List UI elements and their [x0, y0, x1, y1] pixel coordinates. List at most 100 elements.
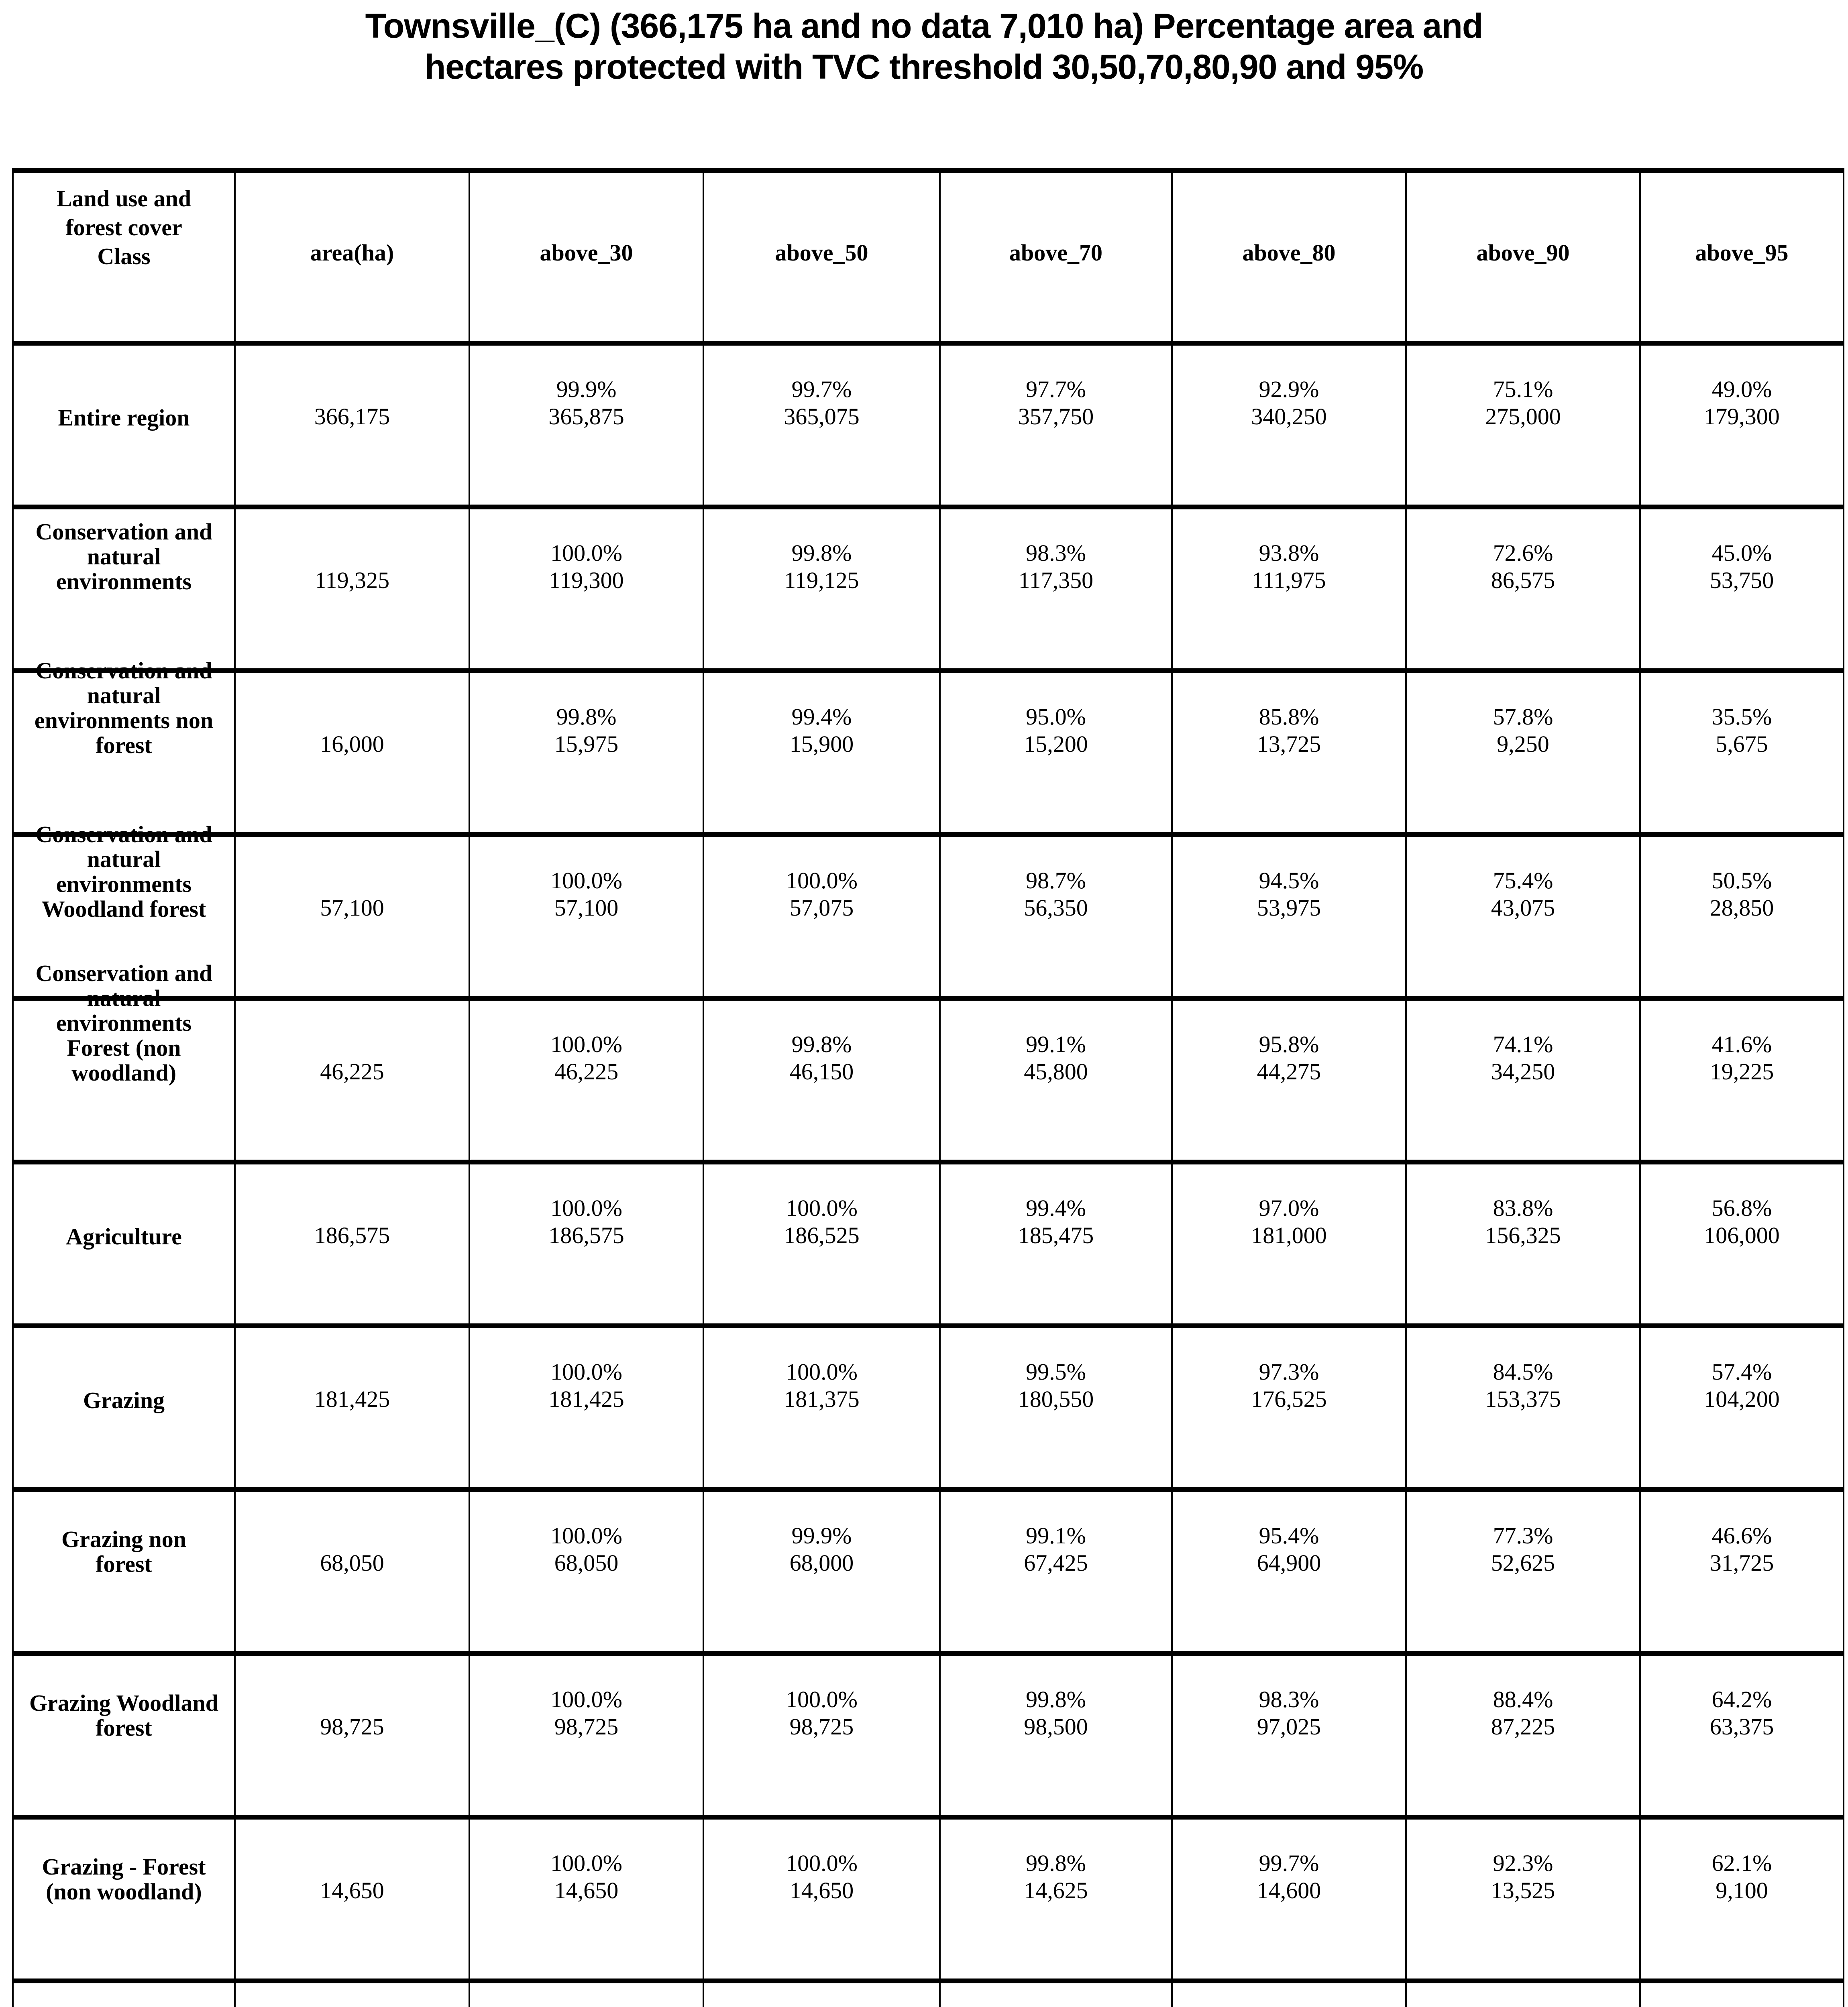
- threshold-cell: 74.1% 34,250: [1407, 1001, 1641, 1160]
- percent-value: 99.5%: [1026, 1359, 1086, 1385]
- threshold-values: 99.8% 98,500: [941, 1686, 1171, 1740]
- area-value: 366,175: [314, 403, 390, 429]
- area-value: 57,100: [320, 895, 384, 921]
- threshold-cell: 97.0% 181,000: [1173, 1164, 1407, 1323]
- percent-value: 98.3%: [1259, 1686, 1319, 1712]
- threshold-values: 98.7% 56,350: [941, 867, 1171, 922]
- threshold-values: 97.7% 357,750: [941, 376, 1171, 430]
- threshold-values: 41.6% 19,225: [1641, 1031, 1843, 1085]
- percent-value: 99.9%: [556, 376, 617, 402]
- percent-value: 92.9%: [1259, 376, 1319, 402]
- threshold-values: 99.8% 14,625: [941, 1850, 1171, 1904]
- threshold-cell: 99.8% 46,150: [704, 1001, 941, 1160]
- threshold-values: 98.3% 97,025: [1173, 1686, 1405, 1740]
- hectares-value: 156,325: [1485, 1222, 1561, 1248]
- threshold-cell: 77.3% 52,625: [1407, 1492, 1641, 1651]
- threshold-values: 88.4% 87,225: [1407, 1686, 1639, 1740]
- percent-value: 100.0%: [550, 1195, 622, 1221]
- threshold-cell: 99.9% 68,000: [704, 1492, 941, 1651]
- hectares-value: 14,600: [1257, 1877, 1321, 1903]
- area-cell: 14,650: [236, 1820, 470, 1979]
- percent-value: 99.9%: [791, 1523, 852, 1549]
- threshold-values: 100.0% 181,425: [470, 1358, 703, 1413]
- percent-value: 98.7%: [1026, 867, 1086, 894]
- percent-value: 99.8%: [791, 1031, 852, 1057]
- threshold-values: 64.2% 63,375: [1641, 1686, 1843, 1740]
- row-label-cell: Conservation and natural environments Fo…: [14, 961, 236, 1160]
- hectares-value: 111,975: [1252, 567, 1326, 593]
- threshold-cell: 99.7% 14,600: [1173, 1820, 1407, 1979]
- percent-value: 100.0%: [550, 1523, 622, 1549]
- hectares-value: 181,375: [784, 1386, 860, 1412]
- percent-value: 74.1%: [1493, 1031, 1553, 1057]
- hectares-value: 153,375: [1485, 1386, 1561, 1412]
- threshold-cell: 94.5% 53,975: [1173, 837, 1407, 996]
- col-header-area-ha-: area(ha): [236, 173, 470, 341]
- threshold-values: 99.8% 15,975: [470, 703, 703, 758]
- percent-value: 45.0%: [1711, 540, 1772, 566]
- threshold-values: 100.0% 98,725: [470, 1686, 703, 1740]
- threshold-cell: 98.3% 117,350: [941, 509, 1173, 668]
- threshold-cell: 35.5% 5,675: [1641, 673, 1844, 832]
- hectares-value: 46,225: [554, 1058, 619, 1085]
- table-row: Agriculture 186,575 100.0% 186,575 100.0% 186…: [14, 1164, 1844, 1328]
- land-use-table: Land use and forest cover Class area(ha) a…: [12, 168, 1844, 2007]
- percent-value: 100.0%: [550, 867, 622, 894]
- threshold-values: 93.8% 111,975: [1173, 539, 1405, 594]
- threshold-values: 57.8% 9,250: [1407, 703, 1639, 758]
- area-cell: 68,050: [236, 1492, 470, 1651]
- area-cell: 181,425: [236, 1328, 470, 1487]
- area-value: 68,050: [320, 1550, 384, 1576]
- col-header-above-95: above_95: [1641, 173, 1844, 341]
- threshold-cell: 94.9%4,200: [941, 1983, 1173, 2007]
- threshold-values: 72.6% 86,575: [1407, 539, 1639, 594]
- percent-value: 99.7%: [791, 376, 852, 402]
- percent-value: 88.4%: [1493, 1686, 1553, 1712]
- threshold-cell: 100.0% 14,650: [704, 1820, 941, 1979]
- threshold-values: 92.3% 13,525: [1407, 1850, 1639, 1904]
- threshold-cell: 75.1% 275,000: [1407, 346, 1641, 505]
- threshold-cell: 46.6% 31,725: [1641, 1492, 1844, 1651]
- threshold-values: 100.0% 98,725: [704, 1686, 939, 1740]
- col-header-label: above_50: [775, 240, 868, 266]
- hectares-value: 19,225: [1709, 1058, 1774, 1085]
- threshold-values: 99.4% 15,900: [704, 703, 939, 758]
- col-header-label: above_70: [1009, 240, 1102, 266]
- percent-value: 99.7%: [1259, 1850, 1319, 1876]
- area-value: 14,650: [320, 1877, 384, 1903]
- threshold-cell: 98.3% 97,025: [1173, 1656, 1407, 1815]
- hectares-value: 186,525: [784, 1222, 860, 1248]
- area-value: 16,000: [320, 731, 384, 757]
- row-label: Grazing non forest: [61, 1526, 186, 1577]
- threshold-cell: 72.6% 86,575: [1407, 509, 1641, 668]
- threshold-cell: 92.3% 13,525: [1407, 1820, 1641, 1979]
- percent-value: 92.3%: [1493, 1850, 1553, 1876]
- area-cell: 98,725: [236, 1656, 470, 1815]
- area-value: 119,325: [314, 567, 390, 593]
- threshold-values: 100.0% 46,225: [470, 1031, 703, 1085]
- row-label: Conservation and natural environments: [35, 519, 212, 594]
- hectares-value: 46,150: [789, 1058, 854, 1085]
- threshold-values: 100.0% 14,650: [704, 1850, 939, 1904]
- threshold-cell: 97.3% 176,525: [1173, 1328, 1407, 1487]
- hectares-value: 28,850: [1709, 895, 1774, 921]
- hectares-value: 53,975: [1257, 895, 1321, 921]
- threshold-cell: 85.8% 13,725: [1173, 673, 1407, 832]
- hectares-value: 180,550: [1018, 1386, 1094, 1412]
- threshold-values: 74.1% 34,250: [1407, 1031, 1639, 1085]
- percent-value: 62.1%: [1711, 1850, 1772, 1876]
- table-row: Conservation and natural environments Wo…: [14, 822, 1844, 1001]
- row-label-cell: Grazing: [14, 1328, 236, 1487]
- row-label: Conservation and natural environments Fo…: [35, 960, 212, 1086]
- col-header-above-80: above_80: [1173, 173, 1407, 341]
- hectares-value: 186,575: [548, 1222, 624, 1248]
- area-cell: 57,100: [236, 837, 470, 996]
- hectares-value: 34,250: [1491, 1058, 1555, 1085]
- threshold-cell: 98.7% 56,350: [941, 837, 1173, 996]
- percent-value: 100.0%: [786, 1686, 858, 1712]
- hectares-value: 53,750: [1709, 567, 1774, 593]
- percent-value: 99.4%: [791, 704, 852, 730]
- row-label-cell: Grazing - Forest (non woodland): [14, 1820, 236, 1979]
- hectares-value: 14,650: [789, 1877, 854, 1903]
- col-header-class: Land use and forest cover Class: [14, 173, 236, 341]
